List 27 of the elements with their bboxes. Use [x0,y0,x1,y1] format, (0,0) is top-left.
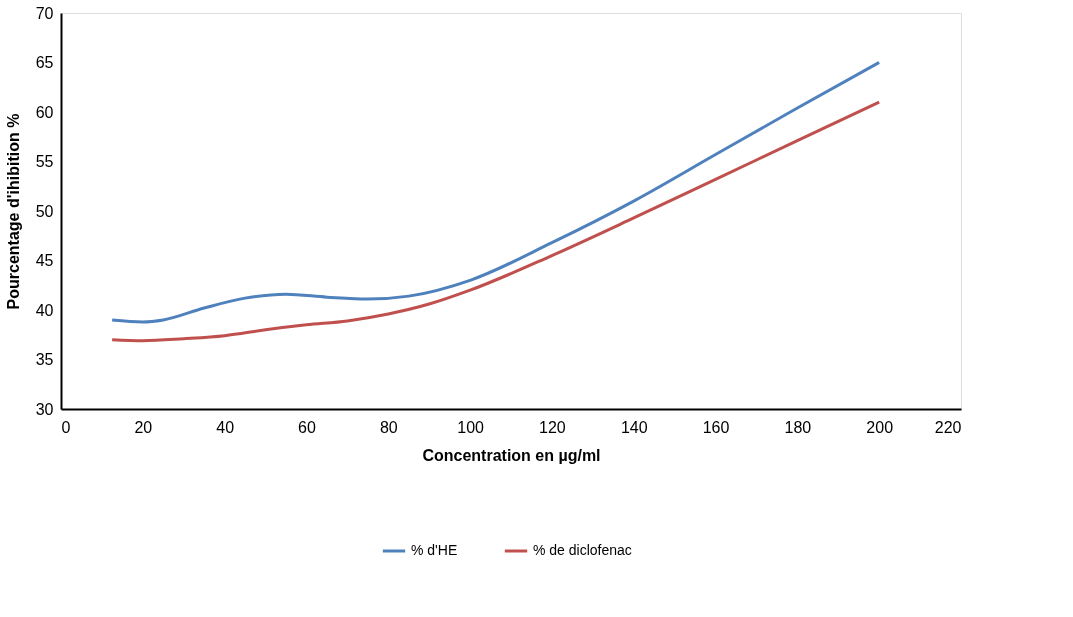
x-tick-label: 80 [379,418,398,436]
y-tick-label: 60 [35,103,54,121]
x-tick-label: 160 [702,418,730,436]
y-tick-label: 40 [35,301,54,319]
line-series [110,61,881,324]
x-tick-label: 100 [457,418,485,436]
x-tick-label: 140 [620,418,648,436]
x-tick-label: 40 [216,418,235,436]
y-axis-title: Pourcentage d'ihibition % [4,113,22,310]
x-tick-label: 20 [134,418,153,436]
x-tick-label: 120 [539,418,566,436]
line-series [110,100,881,343]
x-tick-label: 200 [866,418,894,436]
x-tick-label: 60 [298,418,316,436]
legend-label: % d'HE [411,542,458,558]
legend-label: % de diclofenac [533,542,632,558]
x-tick-label: 220 [934,418,962,436]
x-tick-label: 0 [61,418,71,436]
y-tick-label: 70 [35,4,54,22]
y-tick-label: 35 [35,351,54,368]
y-tick-label: 55 [35,153,54,170]
y-tick-label: 65 [35,54,54,71]
y-tick-label: 30 [35,400,54,418]
y-tick-label: 45 [35,252,54,269]
y-tick-label: 50 [35,202,54,220]
x-tick-label: 180 [784,418,812,436]
x-axis-title: Concentration en µg/ml [422,446,601,464]
